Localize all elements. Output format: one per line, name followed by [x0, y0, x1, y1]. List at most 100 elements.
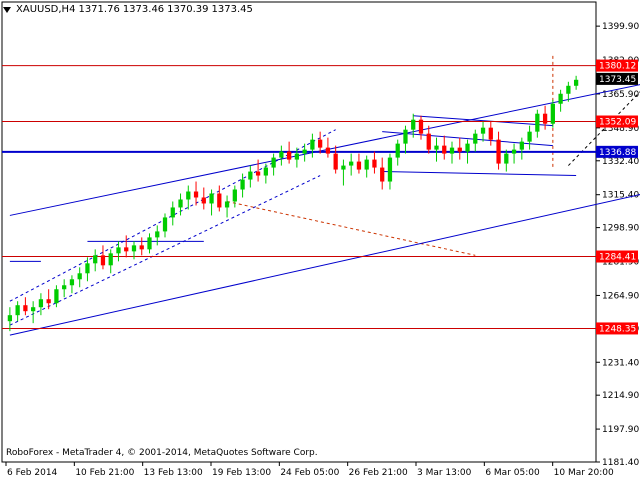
candle-body — [255, 171, 261, 176]
candle-body — [566, 85, 571, 94]
candle-body — [527, 131, 532, 142]
candle-body — [442, 145, 447, 154]
candle-body — [139, 245, 144, 250]
candle-body — [302, 149, 307, 154]
x-tick-label: 3 Mar 13:00 — [417, 468, 472, 478]
candle-body — [217, 193, 222, 208]
dashed-line — [226, 200, 476, 256]
candle-body — [178, 199, 183, 208]
current-price-label: 1373.45 — [599, 75, 636, 85]
candle-body — [116, 247, 121, 254]
x-tick-label: 13 Feb 13:00 — [144, 468, 203, 478]
x-tick-label: 26 Feb 21:00 — [349, 468, 408, 478]
level-label: 1248.35 — [599, 324, 636, 334]
candle-body — [372, 159, 377, 168]
open-value: 1371.76 — [78, 4, 120, 15]
candle-body — [535, 113, 540, 132]
y-tick-label: 1231.40 — [602, 358, 639, 368]
candle-body — [54, 289, 59, 304]
candle-body — [519, 141, 524, 150]
candle-body — [271, 157, 276, 168]
candle-body — [341, 165, 346, 170]
candle-body — [31, 307, 36, 312]
y-tick-label: 1332.40 — [602, 157, 639, 167]
candle-body — [240, 179, 245, 190]
high-value: 1373.46 — [122, 4, 165, 15]
candle-body — [286, 151, 292, 160]
x-tick-label: 24 Feb 05:00 — [280, 468, 339, 478]
candle-body — [23, 305, 28, 312]
symbol-label: XAUUSD,H4 — [16, 4, 76, 15]
candle-body — [395, 143, 400, 158]
candle-body — [193, 191, 199, 198]
level-label: 1380.12 — [599, 62, 636, 72]
candle-body — [46, 299, 51, 304]
candle-body — [325, 147, 331, 154]
trendline — [9, 194, 640, 336]
level-label-bg — [596, 322, 638, 335]
x-tick-label: 10 Mar 20:00 — [554, 468, 614, 478]
candle-body — [38, 299, 44, 308]
level-label-bg — [596, 59, 638, 72]
candle-body — [209, 193, 214, 204]
y-tick-label: 1181.40 — [602, 458, 639, 468]
level-label-bg — [596, 250, 638, 263]
level-label-bg — [596, 145, 638, 158]
y-tick-label: 1281.90 — [602, 258, 639, 268]
candle-body — [62, 285, 67, 290]
candle-body — [294, 153, 300, 160]
candle-body — [488, 127, 493, 140]
candle-body — [364, 159, 369, 170]
candle-body — [558, 93, 563, 104]
trendline — [413, 115, 553, 127]
x-tick-label: 6 Mar 05:00 — [485, 468, 540, 478]
candle-body — [155, 231, 160, 238]
candle-body — [403, 129, 408, 144]
x-tick-label: 10 Feb 21:00 — [75, 468, 134, 478]
close-value: 1373.45 — [211, 4, 253, 15]
current-price-bg — [596, 72, 638, 85]
candle-body — [85, 263, 90, 274]
candle-body — [426, 133, 431, 150]
candle-body — [224, 201, 230, 208]
candle-body — [124, 247, 129, 252]
candle-body — [318, 139, 323, 148]
candle-body — [511, 149, 517, 154]
candle-body — [349, 161, 354, 166]
x-tick-label: 6 Feb 2014 — [7, 468, 58, 478]
candle-body — [310, 139, 315, 150]
candle-body — [186, 191, 191, 200]
candle-body — [7, 315, 13, 322]
candle-body — [131, 245, 137, 252]
trendline — [382, 171, 577, 177]
low-value: 1370.39 — [167, 4, 209, 15]
y-tick-label: 1365.90 — [602, 90, 639, 100]
candle-body — [380, 167, 385, 182]
candle-body — [449, 147, 455, 154]
chart-header: XAUUSD,H4 1371.76 1373.46 1370.39 1373.4… — [3, 4, 253, 15]
candle-body — [232, 189, 237, 202]
y-tick-label: 1348.90 — [602, 124, 639, 134]
candle-body — [573, 79, 579, 86]
plot-frame — [1, 1, 597, 463]
candle-body — [77, 273, 82, 280]
y-tick-label: 1197.90 — [602, 425, 639, 435]
candle-body — [248, 171, 253, 180]
candle-body — [542, 113, 548, 124]
level-label: 1284.41 — [599, 253, 636, 263]
trendline — [9, 84, 640, 216]
candle-body — [201, 197, 206, 204]
candle-body — [411, 119, 416, 130]
candle-body — [496, 139, 501, 164]
candle-body — [434, 145, 439, 150]
y-tick-label: 1315.40 — [602, 191, 639, 201]
candle-body — [465, 143, 470, 152]
candle-body — [147, 237, 152, 250]
dropdown-arrow-icon[interactable] — [3, 6, 11, 13]
candle-body — [162, 217, 168, 232]
candle-body — [356, 161, 362, 170]
candle-body — [279, 151, 284, 158]
candle-body — [108, 253, 113, 266]
level-label: 1336.88 — [599, 148, 636, 158]
